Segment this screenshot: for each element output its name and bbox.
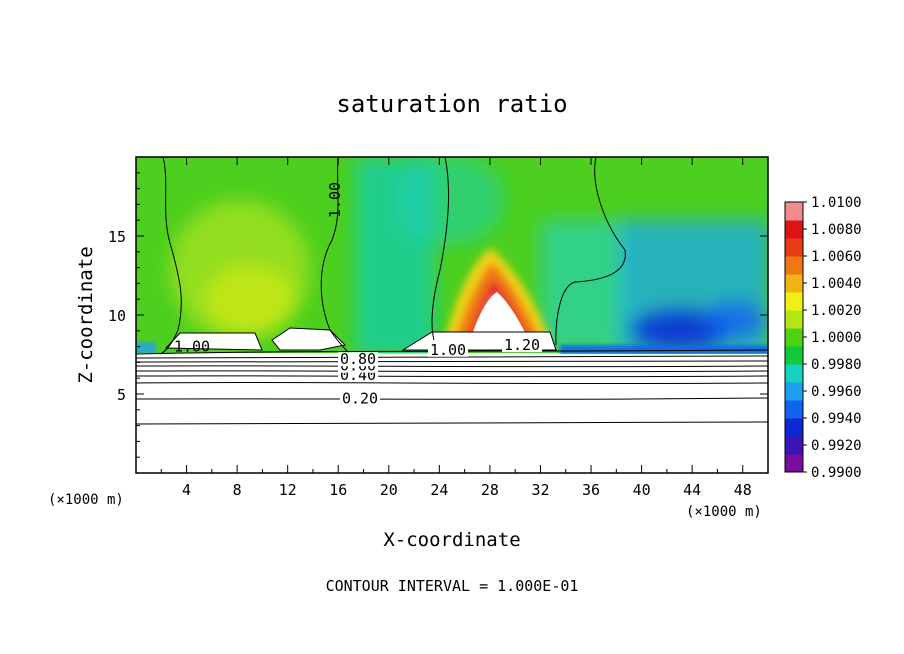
y-tick-label: 15 bbox=[108, 228, 126, 246]
contour-label-bg bbox=[340, 391, 380, 406]
contour-8 bbox=[136, 397, 768, 400]
x-tick-label: 40 bbox=[633, 481, 651, 499]
colorbar-label: 1.0000 bbox=[811, 330, 862, 346]
y-tick-label: 10 bbox=[108, 307, 126, 325]
lower-layer-field bbox=[136, 354, 768, 473]
x-axis: 4 8 12 16 20 24 28 32 36 40 44 48 bbox=[160, 157, 752, 499]
x-tick-label: 20 bbox=[380, 481, 398, 499]
contour-label: 1.00 bbox=[326, 182, 344, 218]
y-axis: 5 10 15 bbox=[108, 172, 768, 458]
colorbar-swatch bbox=[785, 202, 803, 221]
colorbar-label: 0.9920 bbox=[811, 438, 862, 454]
field-shading bbox=[170, 157, 768, 357]
contour-label: 1.00 bbox=[174, 338, 210, 356]
contour-label: 0.80 bbox=[340, 350, 376, 368]
colorbar-swatch bbox=[785, 436, 803, 455]
colorbar-label: 1.0100 bbox=[811, 195, 862, 211]
x-tick-label: 8 bbox=[233, 481, 242, 499]
chart-title: saturation ratio bbox=[336, 90, 567, 118]
contour-2 bbox=[136, 355, 768, 359]
contour-upper-left bbox=[159, 157, 182, 355]
contour-label: 1.20 bbox=[504, 336, 540, 354]
x-tick-label: 16 bbox=[329, 481, 347, 499]
contour-6 bbox=[136, 375, 768, 378]
x-tick-label: 44 bbox=[683, 481, 701, 499]
cloud-regions bbox=[166, 292, 556, 350]
contour-5 bbox=[136, 370, 768, 373]
colorbar-label: 0.9980 bbox=[811, 357, 862, 373]
colorbar-swatch bbox=[785, 220, 803, 239]
contour-3 bbox=[136, 360, 768, 363]
blue-fringe bbox=[136, 342, 768, 355]
x-tick-label: 36 bbox=[582, 481, 600, 499]
colorbar-swatch bbox=[785, 310, 803, 329]
contour-7 bbox=[136, 381, 768, 385]
colorbar-swatch bbox=[785, 238, 803, 257]
x-tick-label: 12 bbox=[279, 481, 297, 499]
contour-cloud-mid bbox=[271, 327, 347, 351]
x-axis-label: X-coordinate bbox=[383, 529, 520, 551]
colorbar-label: 0.9940 bbox=[811, 411, 862, 427]
z-unit-label: (×1000 m) bbox=[48, 492, 124, 508]
colorbar-label: 1.0080 bbox=[811, 222, 862, 238]
contour-cloud-left bbox=[164, 332, 263, 351]
colorbar-label: 0.9960 bbox=[811, 384, 862, 400]
contour-lines bbox=[136, 157, 768, 425]
contour-upper-core-right bbox=[555, 157, 626, 346]
contour-label-bg bbox=[502, 338, 542, 353]
contour-4 bbox=[136, 365, 768, 368]
colorbar-swatch bbox=[785, 382, 803, 401]
x-unit-label: (×1000 m) bbox=[686, 504, 762, 520]
contour-label-bg bbox=[428, 342, 468, 357]
contour-1 bbox=[136, 349, 768, 355]
colorbar-swatch bbox=[785, 454, 803, 473]
y-axis-label: Z-coordinate bbox=[75, 246, 97, 383]
contour-interval-footer: CONTOUR INTERVAL = 1.000E-01 bbox=[326, 577, 579, 595]
x-tick-label: 24 bbox=[430, 481, 448, 499]
colorbar-label: 1.0020 bbox=[811, 303, 862, 319]
contour-label: 1.00 bbox=[430, 341, 466, 359]
y-tick-label: 5 bbox=[117, 386, 126, 404]
colorbar-swatch bbox=[785, 418, 803, 437]
plot-area: 0.200.400.600.801.001.001.001.20 bbox=[136, 157, 768, 473]
x-tick-label: 48 bbox=[734, 481, 752, 499]
colorbar-swatch bbox=[785, 256, 803, 275]
contour-upper-mid bbox=[320, 157, 351, 355]
colorbar-swatch bbox=[785, 400, 803, 419]
colorbar-swatch bbox=[785, 328, 803, 347]
colorbar-label: 0.9900 bbox=[811, 465, 862, 481]
x-tick-label: 32 bbox=[531, 481, 549, 499]
colorbar-label: 1.0060 bbox=[811, 249, 862, 265]
x-tick-label: 28 bbox=[481, 481, 499, 499]
contour-upper-core-left bbox=[431, 157, 450, 341]
colorbar: 1.0100 1.0080 1.0060 1.0040 1.0020 1.0000 0.99… bbox=[784, 195, 862, 481]
colorbar-swatch bbox=[785, 274, 803, 293]
colorbar-swatch bbox=[785, 364, 803, 383]
colorbar-swatch bbox=[785, 346, 803, 365]
colorbar-label: 1.0040 bbox=[811, 276, 862, 292]
contour-label-bg bbox=[338, 352, 378, 367]
contour-label: 0.20 bbox=[342, 390, 378, 408]
contour-9 bbox=[136, 421, 768, 425]
contour-labels: 0.200.400.600.801.001.001.001.20 bbox=[174, 182, 542, 408]
x-tick-label: 4 bbox=[182, 481, 191, 499]
colorbar-swatch bbox=[785, 292, 803, 311]
